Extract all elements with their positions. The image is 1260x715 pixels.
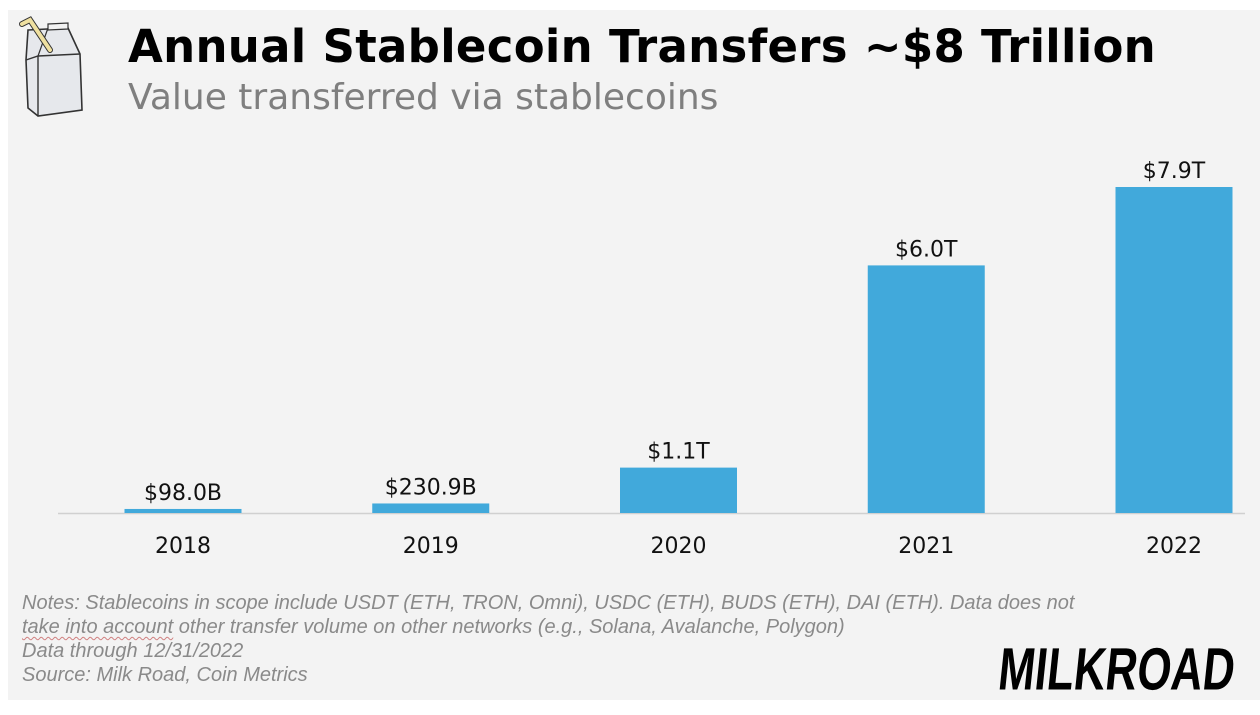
x-tick-label-2019: 2019	[403, 534, 459, 559]
bar-2019	[372, 503, 490, 513]
data-label-2018: $98.0B	[144, 481, 222, 506]
bar-2020	[620, 467, 737, 513]
notes-line-1: Notes: Stablecoins in scope include USDT…	[22, 592, 1075, 614]
notes-line-2-rest: other transfer volume on other networks …	[173, 616, 845, 638]
chart-title: Annual Stablecoin Transfers ~$8 Trillion	[128, 20, 1157, 73]
x-tick-label-2022: 2022	[1146, 534, 1202, 559]
chart-background	[8, 10, 1260, 700]
notes-underlined-text: take into account	[22, 616, 174, 638]
x-tick-label-2018: 2018	[155, 534, 211, 559]
data-label-2022: $7.9T	[1143, 159, 1206, 184]
x-tick-label-2020: 2020	[651, 534, 707, 559]
bar-2022	[1115, 187, 1233, 513]
x-tick-label-2021: 2021	[898, 534, 954, 559]
logo-text: MILKROAD	[996, 640, 1239, 702]
source-note: Source: Milk Road, Coin Metrics	[22, 664, 308, 686]
milk-carton-icon	[19, 16, 83, 117]
chart-subtitle: Value transferred via stablecoins	[128, 77, 719, 118]
data-label-2020: $1.1T	[647, 440, 710, 465]
data-through-note: Data through 12/31/2022	[22, 640, 244, 662]
data-label-2019: $230.9B	[385, 475, 477, 500]
data-label-2021: $6.0T	[895, 237, 958, 262]
milkroad-logo: MILKROAD	[996, 640, 1239, 702]
bar-2021	[867, 265, 985, 513]
bar-2018	[124, 508, 242, 513]
notes-line-2: take into account other transfer volume …	[22, 616, 845, 639]
